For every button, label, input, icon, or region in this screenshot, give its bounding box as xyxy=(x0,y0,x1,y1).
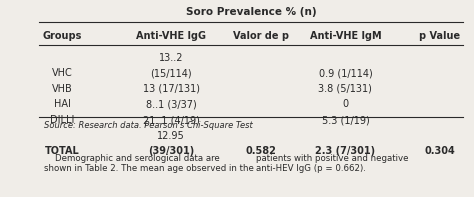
Text: Soro Prevalence % (n): Soro Prevalence % (n) xyxy=(186,7,317,17)
Text: TOTAL: TOTAL xyxy=(46,146,80,156)
Text: 2.3 (7/301): 2.3 (7/301) xyxy=(315,146,375,156)
Text: Groups: Groups xyxy=(43,32,82,42)
Text: 13 (17/131): 13 (17/131) xyxy=(143,84,200,94)
Text: p Value: p Value xyxy=(419,32,460,42)
Text: 8..1 (3/37): 8..1 (3/37) xyxy=(146,99,196,110)
Text: HAI: HAI xyxy=(54,99,71,110)
Text: VHC: VHC xyxy=(52,68,73,78)
Text: 13..2: 13..2 xyxy=(159,53,183,63)
Text: Anti-VHE IgG: Anti-VHE IgG xyxy=(136,32,206,42)
Text: (15/114): (15/114) xyxy=(150,68,192,78)
Text: (39/301): (39/301) xyxy=(148,146,194,156)
Text: Valor de p: Valor de p xyxy=(233,32,289,42)
Text: Source: Research data. Pearson's Chi-Square Test: Source: Research data. Pearson's Chi-Squ… xyxy=(44,121,253,130)
Text: 21..1 (4/19): 21..1 (4/19) xyxy=(143,115,200,125)
Text: patients with positive and negative
anti-HEV IgG (p = 0.662).: patients with positive and negative anti… xyxy=(256,154,408,173)
Text: 0.304: 0.304 xyxy=(424,146,455,156)
Text: DILLI: DILLI xyxy=(50,115,75,125)
Text: 5.3 (1/19): 5.3 (1/19) xyxy=(321,115,369,125)
Text: 3.8 (5/131): 3.8 (5/131) xyxy=(319,84,372,94)
Text: Anti-VHE IgM: Anti-VHE IgM xyxy=(310,32,381,42)
Text: 12.95: 12.95 xyxy=(157,131,185,140)
Text: Demographic and serological data are
shown in Table 2. The mean age observed in : Demographic and serological data are sho… xyxy=(44,154,254,173)
Text: 0: 0 xyxy=(342,99,348,110)
Text: 0.582: 0.582 xyxy=(245,146,276,156)
Text: VHB: VHB xyxy=(52,84,73,94)
Text: 0.9 (1/114): 0.9 (1/114) xyxy=(319,68,372,78)
